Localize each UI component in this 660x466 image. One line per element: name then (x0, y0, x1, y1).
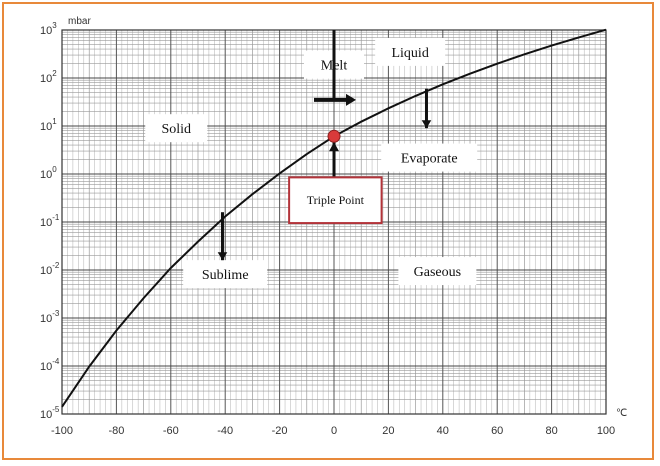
sublime-arrow (217, 212, 228, 261)
y-tick-label: 100 (40, 165, 57, 181)
svg-text:Liquid: Liquid (391, 46, 428, 61)
x-tick-label: -60 (163, 425, 179, 437)
triple-point-marker (327, 129, 341, 143)
x-tick-label: 80 (545, 425, 557, 437)
evaporate-arrow (421, 88, 432, 129)
y-tick-label: 10-4 (40, 357, 60, 373)
transition-label-sublime: Sublime (183, 260, 268, 289)
y-unit-label: mbar (68, 16, 91, 27)
x-tick-labels: -100 -80 -60 -40 -20 0 20 40 60 80 100 (51, 425, 615, 437)
transition-arrows (217, 30, 432, 261)
x-tick-label: 60 (491, 425, 503, 437)
region-labels: SolidLiquidGaseousMeltEvaporateSublime (145, 37, 478, 289)
region-label-solid: Solid (145, 114, 208, 143)
x-tick-label: 40 (437, 425, 449, 437)
melt-arrow-head (346, 93, 356, 106)
y-tick-label: 103 (40, 21, 57, 37)
chart-frame: -100 -80 -60 -40 -20 0 20 40 60 80 100 10-5 10-4 10-… (2, 2, 654, 460)
y-tick-label: 10-5 (40, 405, 60, 421)
triple-point-pointer-head (329, 142, 340, 152)
y-tick-label: 102 (40, 69, 57, 85)
x-tick-label: 0 (331, 425, 337, 437)
svg-text:Sublime: Sublime (202, 268, 249, 283)
y-tick-label: 10-3 (40, 309, 60, 325)
transition-label-evaporate: Evaporate (381, 143, 478, 172)
svg-text:Solid: Solid (161, 122, 191, 137)
melt-arrow-stem (332, 30, 336, 100)
x-tick-label: -100 (51, 425, 73, 437)
svg-text:Gaseous: Gaseous (414, 265, 461, 280)
triple-point-label: Triple Point (307, 193, 365, 207)
svg-text:Evaporate: Evaporate (401, 152, 458, 167)
x-tick-label: -20 (272, 425, 288, 437)
phase-diagram-chart: -100 -80 -60 -40 -20 0 20 40 60 80 100 10-510-410-… (40, 16, 627, 437)
y-tick-label: 10-1 (40, 213, 60, 229)
triple-point-box (288, 176, 383, 225)
y-tick-labels: 10-5 10-4 10-3 10-2 10-1 100 101 102 103 (40, 21, 60, 421)
x-tick-label: -80 (108, 425, 124, 437)
x-unit-label: ℃ (616, 408, 627, 419)
region-label-gaseous: Gaseous (398, 257, 477, 286)
x-tick-label: 100 (597, 425, 615, 437)
y-tick-label: 101 (40, 117, 57, 133)
x-tick-label: 20 (382, 425, 394, 437)
x-tick-label: -40 (217, 425, 233, 437)
triple-point-group: Triple Point (288, 129, 383, 225)
y-tick-label: 10-2 (40, 261, 60, 277)
region-label-liquid: Liquid (375, 37, 446, 66)
